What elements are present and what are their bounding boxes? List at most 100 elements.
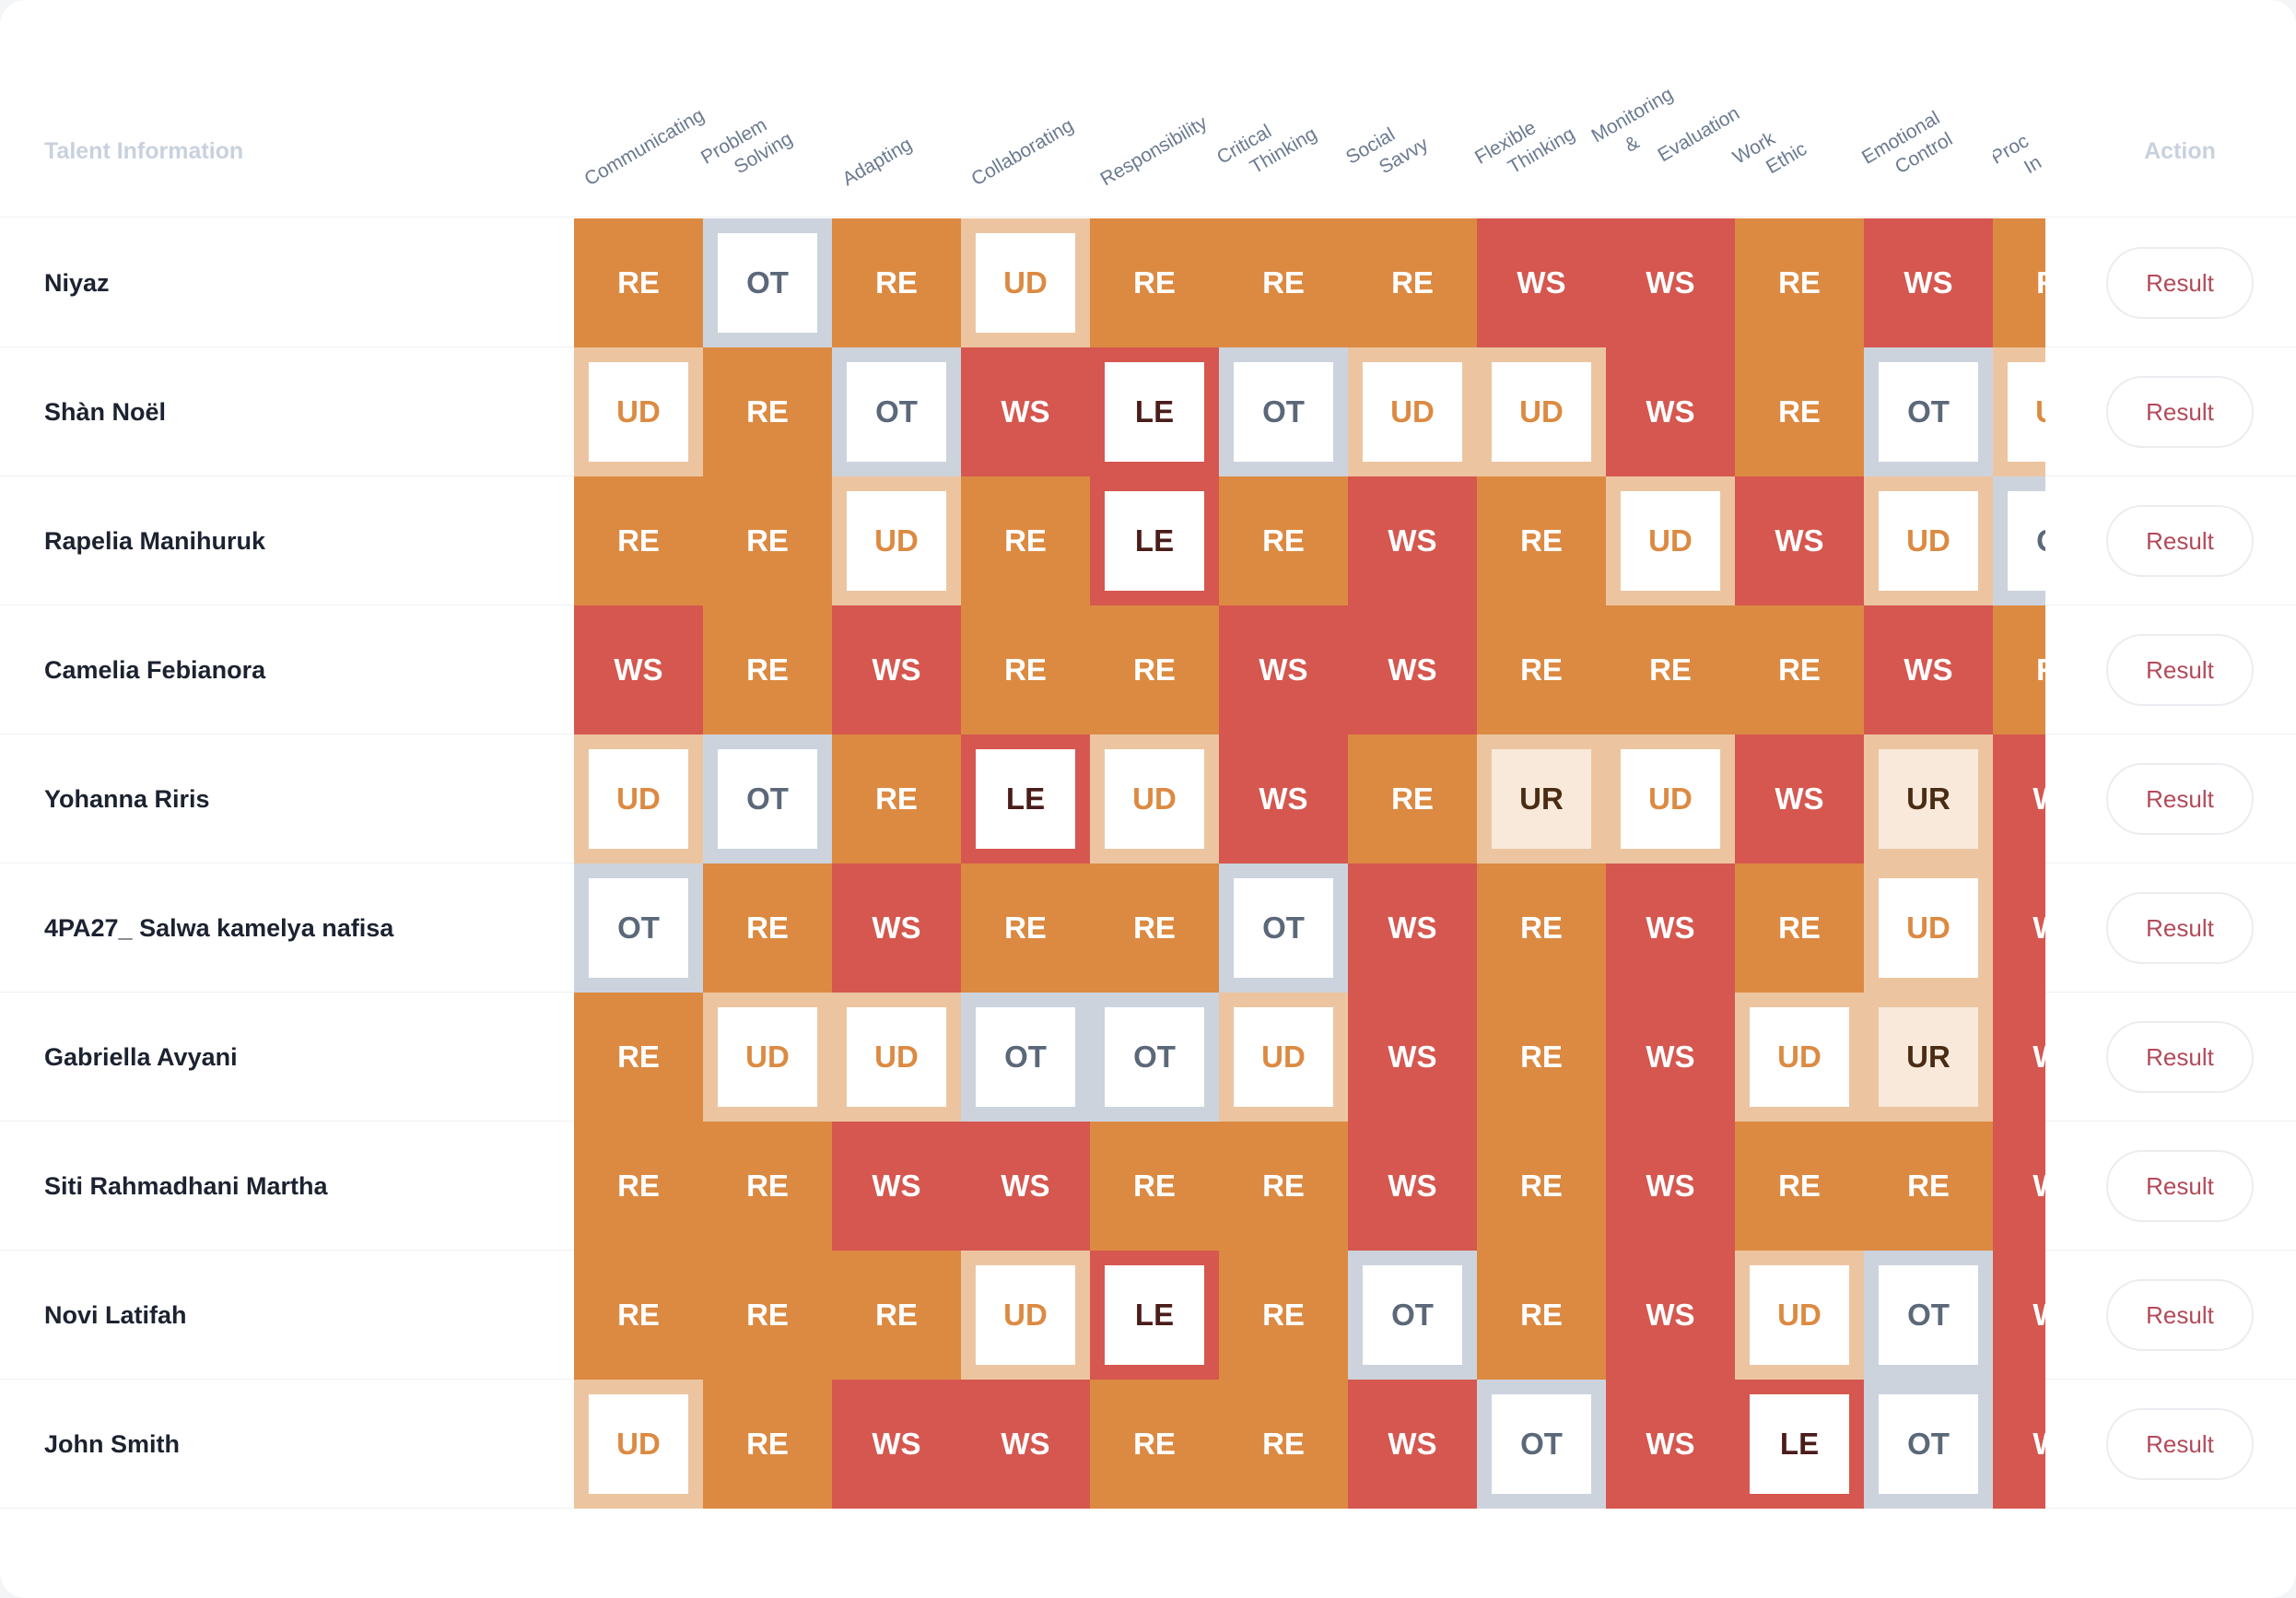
competency-code: RE — [1778, 911, 1821, 945]
competency-cell: OT — [961, 993, 1090, 1122]
competency-cell: WS — [1348, 864, 1477, 993]
result-button[interactable]: Result — [2106, 376, 2254, 448]
competency-code: UD — [1492, 362, 1591, 462]
result-button[interactable]: Result — [2106, 505, 2254, 577]
competency-cell: WS — [1348, 1122, 1477, 1251]
competency-cell: LE — [1735, 1380, 1864, 1509]
result-button[interactable]: Result — [2106, 1150, 2254, 1222]
competency-cell: WS — [961, 347, 1090, 476]
competency-cell: RE — [1735, 347, 1864, 476]
result-button[interactable]: Result — [2106, 763, 2254, 835]
competency-cell: WS — [961, 1380, 1090, 1509]
competency-code: RE — [875, 781, 918, 816]
competency-cell: WS — [1606, 1122, 1735, 1251]
competency-code: RE — [1520, 1169, 1563, 1203]
competency-code: UD — [589, 1394, 688, 1494]
competency-cell: RE — [1477, 864, 1606, 993]
competency-cell: RE — [1348, 218, 1477, 347]
competency-code: UD — [1879, 491, 1978, 591]
competency-cell: RE — [703, 347, 832, 476]
competency-code: RE — [2036, 652, 2045, 687]
competency-code: RE — [1778, 394, 1821, 429]
competency-cell: RE — [1219, 1251, 1348, 1380]
competency-code: RE — [1133, 652, 1176, 687]
competency-code: WS — [1646, 394, 1695, 429]
competency-code: RE — [1520, 1040, 1563, 1074]
competency-cell: WS — [1864, 605, 1993, 734]
competency-code: WS — [1904, 265, 1953, 300]
competency-code: RE — [1262, 265, 1305, 300]
column-header: Work Ethic — [1729, 0, 1864, 217]
competency-cell: RE — [1993, 605, 2045, 734]
competency-cell: RE — [1735, 1122, 1864, 1251]
competency-cell: RE — [1090, 864, 1219, 993]
competency-cell: RE — [961, 476, 1090, 605]
competency-code: UD — [589, 749, 688, 849]
result-button[interactable]: Result — [2106, 1021, 2254, 1093]
competency-code: UR — [1879, 749, 1978, 849]
competency-cell: UD — [703, 993, 832, 1122]
competency-code: LE — [1105, 1265, 1204, 1365]
competency-code: UD — [1363, 362, 1462, 462]
competency-cell: RE — [1348, 734, 1477, 864]
column-header-label: Communicating — [580, 103, 709, 192]
competency-code: WS — [1646, 1169, 1695, 1203]
result-button[interactable]: Result — [2106, 892, 2254, 964]
competency-cell: RE — [1735, 864, 1864, 993]
competency-cell: OT — [1864, 1251, 1993, 1380]
competency-cell: RE — [574, 476, 703, 605]
result-button[interactable]: Result — [2106, 1279, 2254, 1351]
competency-cell: UD — [1477, 347, 1606, 476]
competency-cell: RE — [1090, 218, 1219, 347]
competency-code: RE — [1262, 1169, 1305, 1203]
competency-code: OT — [718, 233, 817, 333]
competency-code: WS — [872, 1169, 921, 1203]
talent-name: John Smith — [44, 1430, 180, 1458]
column-header-line: Communicating — [580, 104, 709, 191]
competency-cell: WS — [1735, 734, 1864, 864]
competency-code: WS — [1646, 1427, 1695, 1461]
competency-code: WS — [614, 652, 663, 687]
competency-cell: RE — [1477, 476, 1606, 605]
competency-code: UD — [718, 1007, 817, 1107]
competency-code: RE — [1262, 1427, 1305, 1461]
competency-cell: UD — [1735, 1251, 1864, 1380]
result-button[interactable]: Result — [2106, 247, 2254, 319]
competency-code: OT — [1234, 878, 1333, 978]
competency-code: WS — [872, 652, 921, 687]
competency-cell: WS — [832, 1122, 961, 1251]
competency-code: RE — [746, 523, 789, 558]
competency-cell: WS — [574, 605, 703, 734]
competency-grid: RE OT RE UD RE RE RE WS WS RE WS RE — [574, 218, 2045, 347]
competency-code: RE — [746, 652, 789, 687]
competency-code: RE — [1778, 265, 1821, 300]
competency-code: UD — [589, 362, 688, 462]
competency-code: WS — [1259, 781, 1308, 816]
talent-name: Gabriella Avyani — [44, 1043, 238, 1071]
competency-code: UD — [847, 1007, 946, 1107]
result-button[interactable]: Result — [2106, 1408, 2254, 1480]
competency-cell: RE — [1864, 1122, 1993, 1251]
competency-grid: UD OT RE LE UD WS RE UR UD WS UR WS — [574, 734, 2045, 864]
competency-cell: RE — [1606, 605, 1735, 734]
competency-code: RE — [1778, 652, 1821, 687]
column-header-label: Responsibility — [1096, 111, 1212, 192]
competency-code: RE — [617, 523, 660, 558]
result-button[interactable]: Result — [2106, 634, 2254, 706]
competency-cell: RE — [1735, 605, 1864, 734]
competency-cell: UD — [1993, 347, 2045, 476]
table-row: Rapelia Manihuruk RE RE UD RE LE RE WS RE UD WS UD O… — [0, 476, 2296, 605]
competency-code: RE — [1520, 523, 1563, 558]
competency-cell: LE — [1090, 1251, 1219, 1380]
competency-cell: WS — [1606, 1380, 1735, 1509]
column-header-label: Monitoring & Evaluation — [1587, 58, 1744, 192]
column-header-label: Social Savvy — [1341, 111, 1433, 192]
competency-code: RE — [1262, 1298, 1305, 1332]
competency-cell: WS — [961, 1122, 1090, 1251]
competency-code: OT — [1234, 362, 1333, 462]
competency-code: UR — [1492, 749, 1591, 849]
competency-code: OT — [589, 878, 688, 978]
competency-code: RE — [1649, 652, 1692, 687]
competency-cell: WS — [1993, 734, 2045, 864]
